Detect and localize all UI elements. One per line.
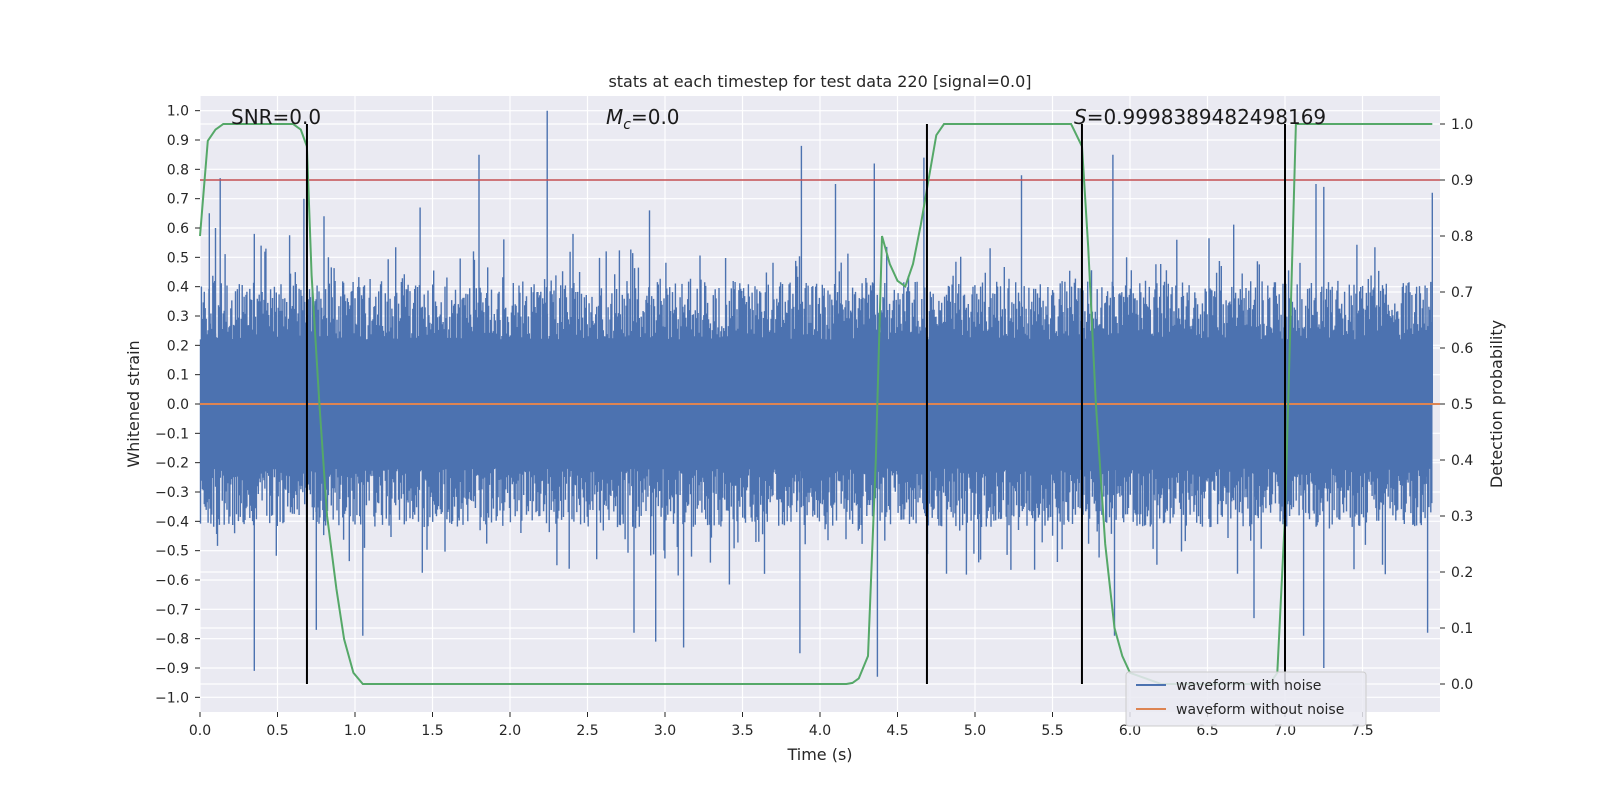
- y-tick-label-right: 0.7: [1451, 285, 1473, 301]
- y-tick-label-right: 0.3: [1451, 509, 1473, 525]
- y-tick-label-left: 0.7: [167, 192, 189, 208]
- y-axis-label-right: Detection probability: [1487, 320, 1506, 488]
- y-tick-label-left: 0.8: [167, 162, 189, 178]
- y-tick-label-left: 0.4: [167, 280, 189, 296]
- y-tick-label-left: 0.0: [167, 397, 189, 413]
- legend-box: [1125, 671, 1367, 727]
- y-tick-label-left: −0.4: [155, 514, 189, 530]
- chart-title: stats at each timestep for test data 220…: [608, 72, 1031, 91]
- chirp-mass-subscript: c: [623, 117, 631, 133]
- x-tick-label: 1.0: [344, 723, 366, 739]
- y-tick-label-right: 0.5: [1451, 397, 1473, 413]
- legend: waveform with noise waveform without noi…: [1125, 671, 1367, 727]
- x-tick-label: 5.0: [964, 723, 986, 739]
- y-tick-label-left: −0.8: [155, 632, 189, 648]
- y-tick-label-left: −0.6: [155, 573, 189, 589]
- y-tick-label-right: 0.1: [1451, 621, 1473, 637]
- score-value: =0.9998389482498169: [1087, 105, 1326, 129]
- axis-ticks: 0.0 0.5 1.0 1.5 2.0 2.5 3.0 3.5 4.0 4.5 5.0 5.5 6.0 6…: [155, 104, 1473, 739]
- x-tick-label: 0.0: [189, 723, 211, 739]
- y-tick-label-left: −0.9: [155, 661, 189, 677]
- x-tick-label: 7.0: [1274, 723, 1296, 739]
- legend-label-noise: waveform with noise: [1176, 678, 1321, 694]
- y-tick-label-left: 0.6: [167, 221, 189, 237]
- chirp-mass-symbol: M: [606, 105, 623, 129]
- y-tick-label-right: 0.4: [1451, 453, 1473, 469]
- y-tick-label-right: 0.2: [1451, 565, 1473, 581]
- y-tick-label-left: 0.1: [167, 368, 189, 384]
- x-tick-label: 2.5: [576, 723, 598, 739]
- y-tick-label-left: −0.7: [155, 602, 189, 618]
- y-tick-label-left: −0.3: [155, 485, 189, 501]
- y-tick-label-left: 0.3: [167, 309, 189, 325]
- x-axis-label: Time (s): [786, 745, 852, 764]
- y-tick-label-left: −0.1: [155, 426, 189, 442]
- y-tick-label-right: 0.8: [1451, 229, 1473, 245]
- y-tick-label-left: −0.5: [155, 544, 189, 560]
- snr-annotation: SNR=0.0: [231, 105, 321, 129]
- x-tick-label: 0.5: [266, 723, 288, 739]
- y-tick-label-right: 0.9: [1451, 173, 1473, 189]
- x-tick-label: 2.0: [499, 723, 521, 739]
- score-symbol: S: [1074, 105, 1087, 129]
- y-tick-label-left: 1.0: [167, 104, 189, 120]
- y-tick-label-left: 0.5: [167, 250, 189, 266]
- x-tick-label: 4.5: [886, 723, 908, 739]
- x-tick-label: 3.0: [654, 723, 676, 739]
- y-tick-label-right: 1.0: [1451, 117, 1473, 133]
- x-tick-label: 6.5: [1196, 723, 1218, 739]
- score-annotation: S=0.9998389482498169: [1074, 105, 1326, 129]
- x-tick-label: 3.5: [731, 723, 753, 739]
- x-tick-label: 7.5: [1351, 723, 1373, 739]
- y-axis-label-left: Whitened strain: [124, 340, 143, 467]
- x-tick-label: 4.0: [809, 723, 831, 739]
- chirp-mass-annotation: Mc=0.0: [606, 105, 680, 133]
- vertical-markers: [305, 124, 1286, 684]
- y-tick-label-left: −1.0: [155, 690, 189, 706]
- y-tick-label-right: 0.0: [1451, 677, 1473, 693]
- y-tick-label-left: 0.2: [167, 338, 189, 354]
- y-tick-label-right: 0.6: [1451, 341, 1473, 357]
- x-tick-label: 5.5: [1041, 723, 1063, 739]
- y-tick-label-left: 0.9: [167, 133, 189, 149]
- chirp-mass-value: =0.0: [631, 105, 680, 129]
- x-tick-label: 6.0: [1119, 723, 1141, 739]
- y-tick-label-left: −0.2: [155, 456, 189, 472]
- legend-label-clean: waveform without noise: [1176, 702, 1344, 718]
- x-tick-label: 1.5: [421, 723, 443, 739]
